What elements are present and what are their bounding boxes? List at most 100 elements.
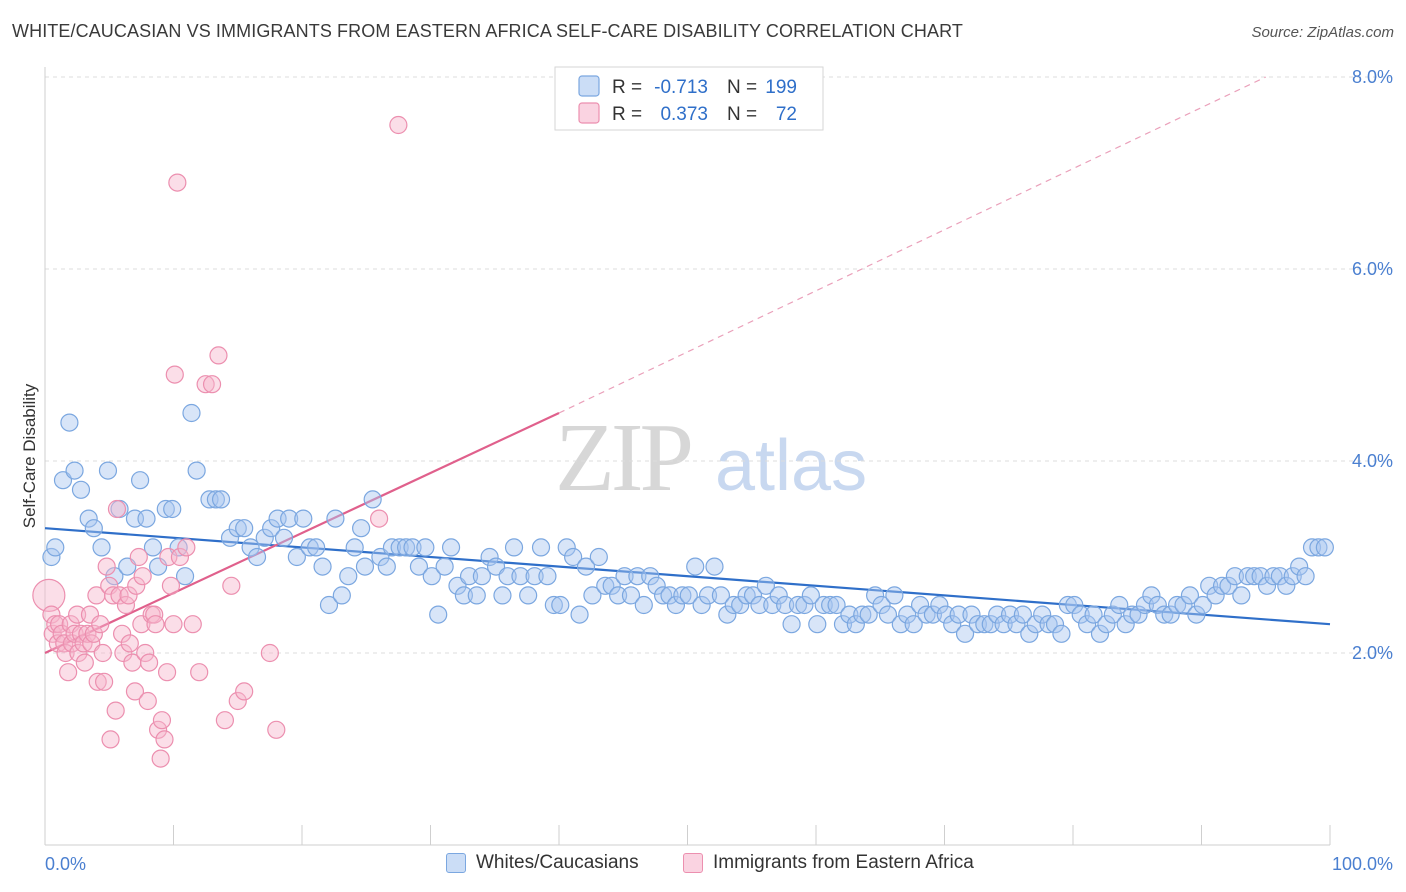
legend-n-label-1: N = <box>727 77 757 98</box>
point-whites <box>390 538 409 557</box>
point-whites <box>1045 615 1065 634</box>
point-whites <box>1283 567 1302 586</box>
point-whites <box>71 480 91 499</box>
point-whites <box>898 605 917 624</box>
point-whites <box>602 576 621 595</box>
y-tick-label: 4.0% <box>1352 451 1393 471</box>
point-whites <box>1103 605 1122 624</box>
point-immigrants <box>95 672 114 691</box>
point-immigrants <box>48 634 67 653</box>
point-whites <box>1135 595 1155 615</box>
point-whites <box>60 413 79 432</box>
point-whites <box>235 519 254 538</box>
point-whites <box>1180 586 1200 605</box>
point-whites <box>698 586 718 605</box>
point-whites <box>1142 586 1161 605</box>
point-whites <box>557 538 576 557</box>
point-whites <box>743 586 763 605</box>
point-whites <box>1174 595 1193 615</box>
point-immigrants <box>183 615 202 634</box>
point-whites <box>326 509 345 528</box>
point-whites <box>163 499 182 519</box>
point-whites <box>1084 605 1103 624</box>
point-whites <box>345 538 364 557</box>
point-whites <box>872 595 891 615</box>
y-tick-label: 8.0% <box>1352 67 1393 87</box>
legend-swatch-blue <box>578 75 600 97</box>
point-immigrants <box>97 557 116 576</box>
point-whites <box>1052 624 1071 643</box>
point-whites <box>409 557 429 576</box>
point-immigrants <box>209 346 228 365</box>
point-whites <box>1148 595 1167 615</box>
point-immigrants <box>88 672 107 691</box>
bottom-legend-swatch-blue <box>446 853 466 873</box>
point-whites <box>866 586 885 605</box>
point-immigrants <box>228 691 247 711</box>
series-whites-points <box>42 403 1334 643</box>
point-whites <box>1058 595 1077 615</box>
point-whites <box>1167 595 1187 615</box>
point-whites <box>621 586 641 605</box>
point-immigrants <box>32 578 66 613</box>
point-whites <box>859 605 878 624</box>
point-whites <box>182 403 201 423</box>
point-immigrants <box>370 509 389 528</box>
point-whites <box>776 595 795 615</box>
point-immigrants <box>104 586 123 605</box>
point-whites <box>65 461 84 480</box>
point-whites <box>538 567 557 586</box>
point-whites <box>647 576 666 595</box>
point-whites <box>711 586 731 605</box>
point-whites <box>930 595 949 615</box>
point-whites <box>949 605 968 624</box>
point-whites <box>955 624 975 643</box>
point-whites <box>403 538 422 557</box>
point-whites <box>750 595 769 615</box>
point-whites <box>1020 624 1039 643</box>
point-whites <box>1232 586 1251 605</box>
point-whites <box>975 615 994 634</box>
point-whites <box>187 461 206 480</box>
legend-swatch-pink <box>578 102 600 124</box>
point-whites <box>724 595 743 615</box>
point-immigrants <box>215 711 234 730</box>
point-whites <box>1257 576 1277 595</box>
trend-line-immigrants-extended <box>558 76 1267 414</box>
point-whites <box>294 509 313 528</box>
point-whites <box>339 567 358 586</box>
point-whites <box>686 557 705 576</box>
point-whites <box>531 538 551 557</box>
grid-lines <box>45 76 1392 654</box>
axes <box>44 67 1331 846</box>
point-whites <box>459 567 479 586</box>
bottom-legend-swatch-pink <box>683 853 703 873</box>
point-whites <box>363 490 382 509</box>
point-immigrants <box>146 615 165 634</box>
point-whites <box>175 567 195 586</box>
point-immigrants <box>260 643 279 663</box>
point-whites <box>782 615 801 634</box>
point-whites <box>1123 605 1142 624</box>
point-whites <box>923 605 943 624</box>
point-immigrants <box>56 643 75 663</box>
point-whites <box>795 595 814 615</box>
point-immigrants <box>202 375 222 394</box>
point-whites <box>564 547 583 567</box>
point-immigrants <box>91 615 110 634</box>
point-whites <box>504 538 524 557</box>
point-whites <box>1225 567 1245 586</box>
point-immigrants <box>129 547 148 567</box>
legend-n-value-1: 199 <box>765 77 797 98</box>
point-whites <box>416 538 435 557</box>
point-whites <box>853 605 872 624</box>
point-whites <box>634 595 653 615</box>
point-whites <box>1033 605 1052 624</box>
point-whites <box>422 567 441 586</box>
point-whites <box>1039 615 1058 634</box>
point-immigrants <box>119 586 138 605</box>
point-immigrants <box>68 605 87 624</box>
point-whites <box>280 509 299 528</box>
point-whites <box>1315 538 1334 557</box>
point-whites <box>1264 567 1283 586</box>
